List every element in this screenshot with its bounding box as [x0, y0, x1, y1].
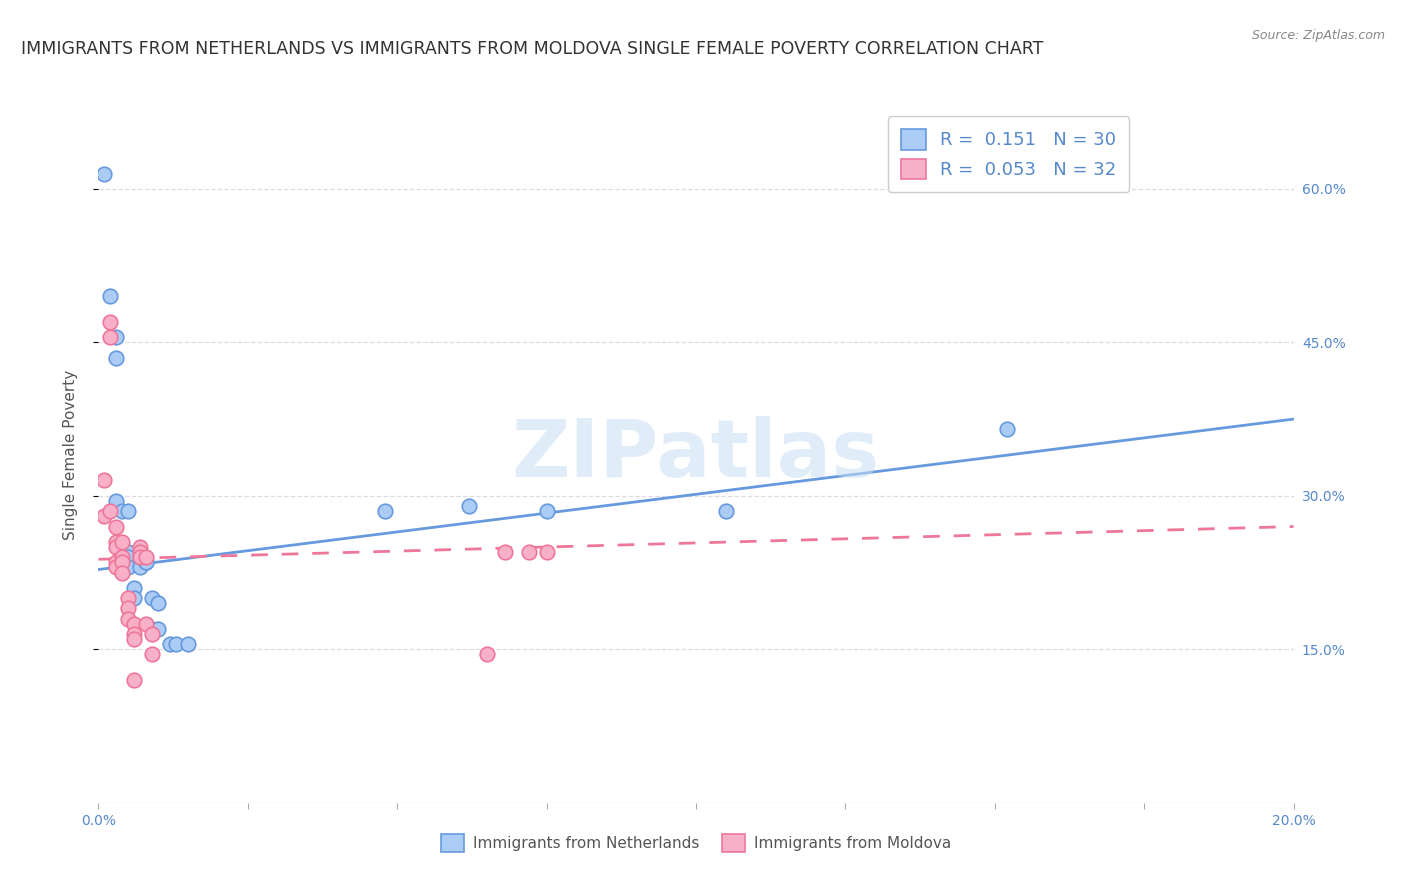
Point: [165, 637, 187, 651]
Point: [494, 545, 516, 559]
Point: [111, 534, 134, 549]
Point: [517, 545, 540, 559]
Point: [111, 555, 134, 569]
Point: [105, 540, 128, 554]
Point: [111, 566, 134, 580]
Point: [536, 504, 558, 518]
Point: [93, 474, 115, 488]
Text: Source: ZipAtlas.com: Source: ZipAtlas.com: [1251, 29, 1385, 42]
Point: [98, 330, 122, 344]
Point: [111, 550, 134, 565]
Point: [458, 499, 481, 513]
Point: [105, 494, 128, 508]
Point: [98, 289, 122, 303]
Point: [135, 555, 157, 569]
Text: IMMIGRANTS FROM NETHERLANDS VS IMMIGRANTS FROM MOLDOVA SINGLE FEMALE POVERTY COR: IMMIGRANTS FROM NETHERLANDS VS IMMIGRANT…: [21, 40, 1043, 58]
Point: [124, 591, 146, 606]
Point: [124, 627, 146, 641]
Point: [124, 616, 146, 631]
Point: [117, 591, 139, 606]
Point: [129, 550, 152, 565]
Point: [129, 540, 152, 554]
Point: [117, 545, 139, 559]
Point: [129, 550, 152, 565]
Point: [536, 545, 558, 559]
Point: [105, 519, 128, 533]
Point: [105, 555, 128, 569]
Point: [129, 545, 152, 559]
Point: [141, 648, 163, 662]
Point: [135, 550, 157, 565]
Point: [105, 560, 128, 574]
Point: [117, 612, 139, 626]
Point: [141, 591, 163, 606]
Point: [714, 504, 737, 518]
Point: [124, 581, 146, 595]
Point: [93, 509, 115, 524]
Legend: Immigrants from Netherlands, Immigrants from Moldova: Immigrants from Netherlands, Immigrants …: [434, 828, 957, 858]
Point: [177, 637, 200, 651]
Point: [148, 596, 170, 610]
Point: [105, 534, 128, 549]
Point: [117, 504, 139, 518]
Point: [159, 637, 181, 651]
Point: [475, 648, 498, 662]
Y-axis label: Single Female Poverty: Single Female Poverty: [63, 370, 77, 540]
Text: ZIPatlas: ZIPatlas: [512, 416, 880, 494]
Point: [124, 632, 146, 646]
Point: [111, 540, 134, 554]
Point: [129, 560, 152, 574]
Point: [117, 550, 139, 565]
Point: [98, 315, 122, 329]
Point: [135, 555, 157, 569]
Point: [117, 601, 139, 615]
Point: [105, 330, 128, 344]
Point: [111, 504, 134, 518]
Point: [105, 351, 128, 365]
Point: [148, 622, 170, 636]
Point: [141, 627, 163, 641]
Point: [93, 167, 115, 181]
Point: [995, 422, 1018, 436]
Point: [141, 622, 163, 636]
Point: [111, 550, 134, 565]
Point: [374, 504, 396, 518]
Point: [124, 673, 146, 687]
Point: [135, 616, 157, 631]
Point: [98, 504, 122, 518]
Point: [117, 560, 139, 574]
